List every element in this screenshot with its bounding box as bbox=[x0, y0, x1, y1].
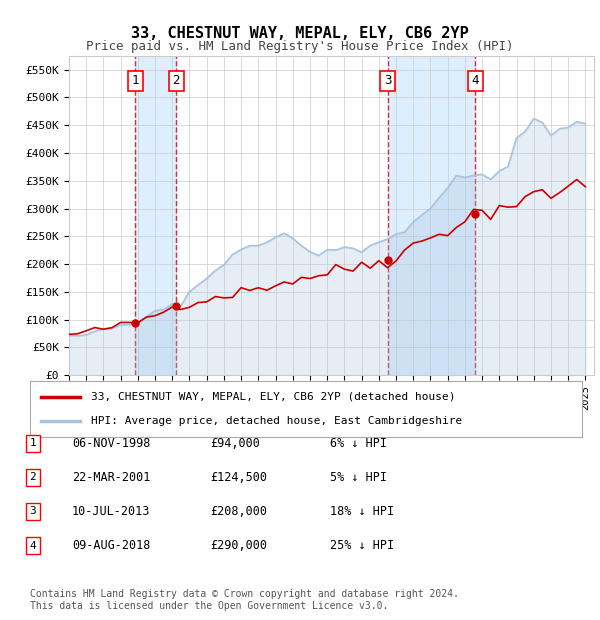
Text: 4: 4 bbox=[472, 74, 479, 87]
Text: £124,500: £124,500 bbox=[210, 471, 267, 484]
Text: 3: 3 bbox=[384, 74, 392, 87]
Text: 25% ↓ HPI: 25% ↓ HPI bbox=[330, 539, 394, 552]
Text: 6% ↓ HPI: 6% ↓ HPI bbox=[330, 437, 387, 450]
Text: 5% ↓ HPI: 5% ↓ HPI bbox=[330, 471, 387, 484]
Text: £290,000: £290,000 bbox=[210, 539, 267, 552]
Text: HPI: Average price, detached house, East Cambridgeshire: HPI: Average price, detached house, East… bbox=[91, 417, 462, 427]
Text: Contains HM Land Registry data © Crown copyright and database right 2024.
This d: Contains HM Land Registry data © Crown c… bbox=[30, 589, 459, 611]
Text: 3: 3 bbox=[29, 507, 37, 516]
Text: 06-NOV-1998: 06-NOV-1998 bbox=[72, 437, 151, 450]
Text: 4: 4 bbox=[29, 541, 37, 551]
Text: £94,000: £94,000 bbox=[210, 437, 260, 450]
Text: 09-AUG-2018: 09-AUG-2018 bbox=[72, 539, 151, 552]
Text: 1: 1 bbox=[29, 438, 37, 448]
Text: 33, CHESTNUT WAY, MEPAL, ELY, CB6 2YP: 33, CHESTNUT WAY, MEPAL, ELY, CB6 2YP bbox=[131, 26, 469, 41]
Text: 2: 2 bbox=[29, 472, 37, 482]
Text: 18% ↓ HPI: 18% ↓ HPI bbox=[330, 505, 394, 518]
Text: Price paid vs. HM Land Registry's House Price Index (HPI): Price paid vs. HM Land Registry's House … bbox=[86, 40, 514, 53]
Text: 22-MAR-2001: 22-MAR-2001 bbox=[72, 471, 151, 484]
Text: 2: 2 bbox=[172, 74, 180, 87]
Text: 10-JUL-2013: 10-JUL-2013 bbox=[72, 505, 151, 518]
Text: 33, CHESTNUT WAY, MEPAL, ELY, CB6 2YP (detached house): 33, CHESTNUT WAY, MEPAL, ELY, CB6 2YP (d… bbox=[91, 392, 455, 402]
Text: 1: 1 bbox=[131, 74, 139, 87]
Text: £208,000: £208,000 bbox=[210, 505, 267, 518]
Bar bbox=[388, 56, 475, 375]
Bar bbox=[135, 56, 176, 375]
